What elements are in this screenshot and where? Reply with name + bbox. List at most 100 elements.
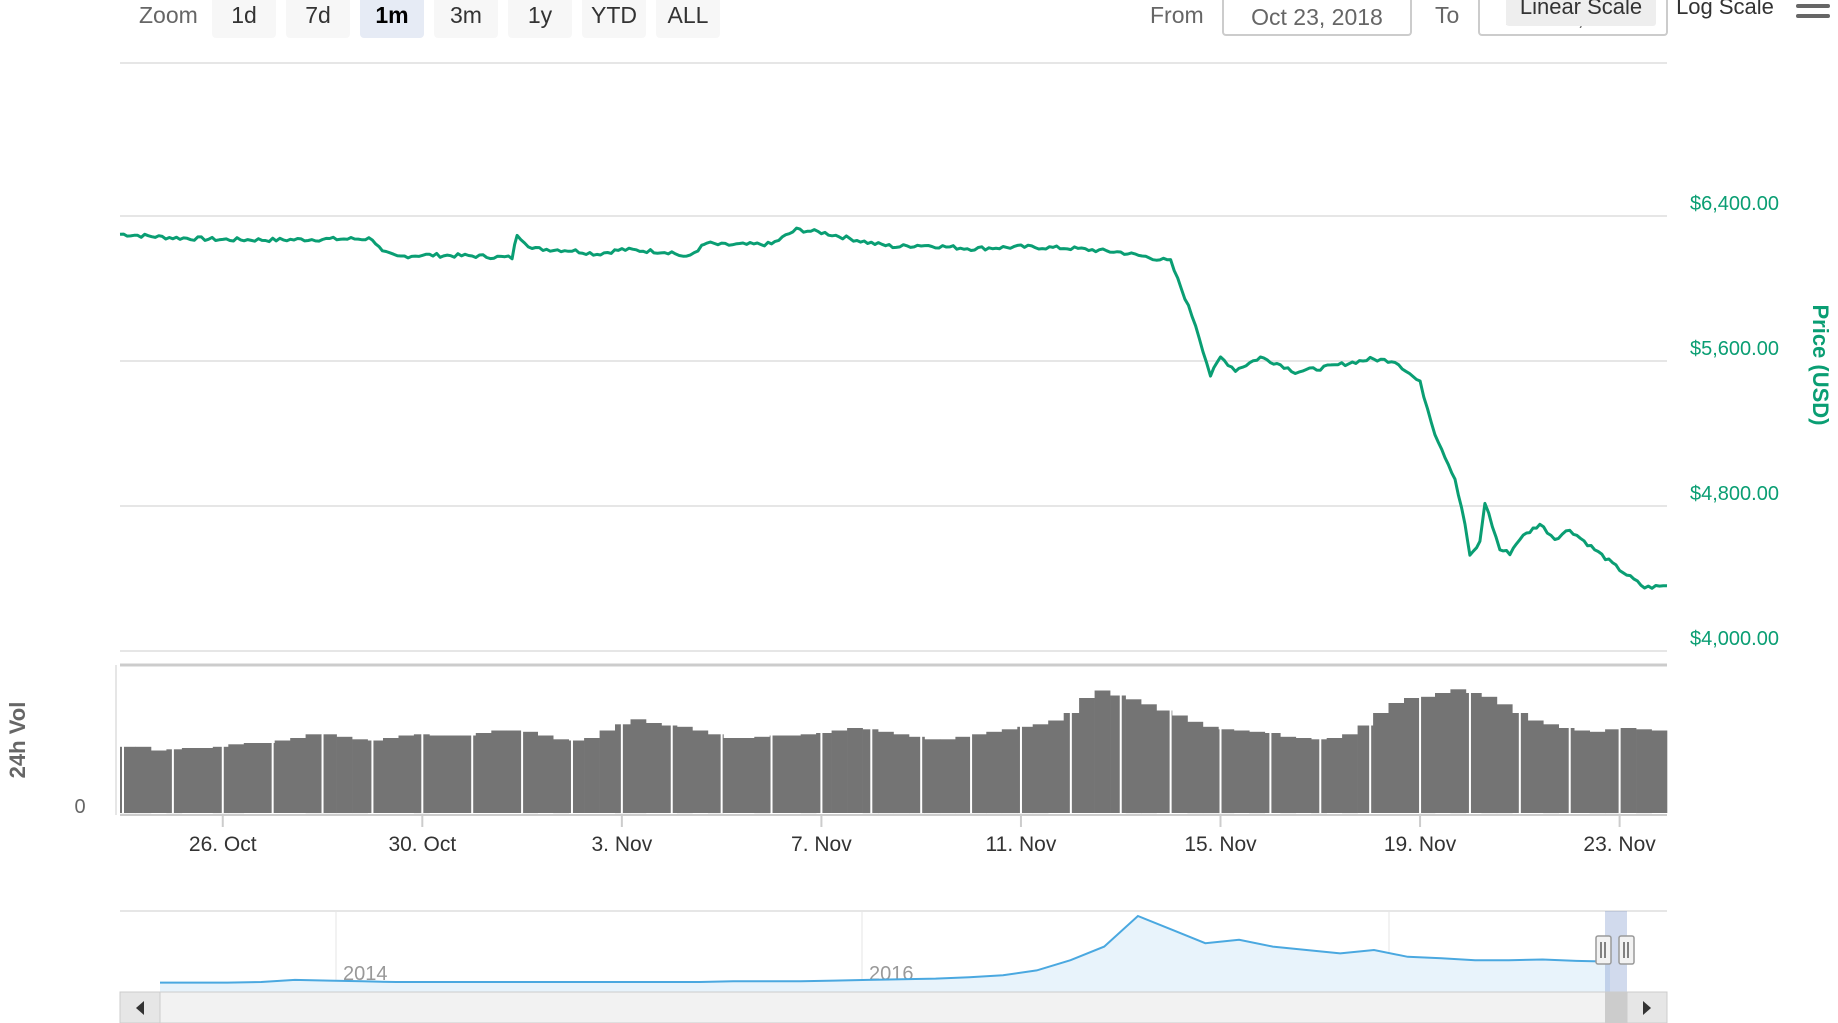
volume-bar: [290, 738, 306, 813]
volume-bar: [181, 748, 198, 813]
zoom-button-7d[interactable]: 7d: [286, 0, 350, 38]
volume-bar: [491, 730, 508, 813]
price-axis-title: Price (USD): [1808, 304, 1833, 425]
price-tick-label: $4,000.00: [1690, 628, 1779, 650]
volume-bar: [383, 738, 399, 813]
arrow-right-icon: [1643, 1001, 1651, 1015]
linear-scale-button[interactable]: Linear Scale: [1506, 0, 1656, 26]
navigator-handle-left[interactable]: [1595, 935, 1612, 965]
volume-bar: [228, 744, 245, 814]
log-scale-button[interactable]: Log Scale: [1676, 0, 1774, 19]
volume-bar: [1404, 698, 1420, 813]
volume-bar: [1280, 736, 1297, 814]
navigator-handle-right[interactable]: [1618, 935, 1635, 965]
price-tick-label: $4,800.00: [1690, 483, 1779, 505]
volume-bar: [630, 719, 647, 814]
volume-bar: [769, 735, 786, 813]
zoom-button-1y[interactable]: 1y: [508, 0, 572, 38]
volume-bar: [150, 750, 167, 813]
volume-bar: [1079, 698, 1095, 813]
volume-bar: [1419, 696, 1436, 814]
navigator-area-fill: [160, 916, 1610, 992]
x-tick-label: 30. Oct: [388, 833, 456, 856]
volume-bar: [1527, 720, 1544, 813]
volume-bar: [475, 733, 492, 813]
volume-bar: [259, 743, 275, 813]
volume-bar: [1017, 726, 1034, 814]
volume-bar: [1202, 726, 1219, 814]
volume-bar: [1326, 738, 1343, 813]
volume-bar: [1264, 733, 1281, 813]
x-tick-label: 7. Nov: [791, 833, 852, 856]
volume-bar: [970, 734, 987, 814]
volume-bar: [924, 739, 941, 814]
volume-bar: [336, 736, 353, 814]
volume-bar: [444, 735, 461, 813]
zoom-label: Zoom: [139, 2, 198, 28]
x-tick-label: 26. Oct: [189, 833, 257, 856]
volume-bar: [816, 733, 832, 813]
x-tick-label: 15. Nov: [1184, 833, 1257, 856]
volume-bar: [197, 748, 214, 813]
volume-bar: [893, 734, 910, 814]
volume-bar: [1558, 728, 1575, 813]
volume-bar: [1435, 693, 1451, 813]
volume-bar: [1249, 731, 1266, 814]
volume-bar: [1620, 728, 1637, 813]
price-tick-label: $6,400.00: [1690, 193, 1779, 215]
volume-bar: [1218, 729, 1235, 814]
volume-bar: [537, 735, 554, 813]
zoom-button-ytd[interactable]: YTD: [582, 0, 646, 38]
volume-bar: [738, 738, 755, 813]
volume-bar: [878, 731, 894, 814]
volume-bar: [460, 735, 477, 813]
scrollbar-track[interactable]: [119, 991, 1668, 1023]
scrollbar-thumb[interactable]: [1605, 992, 1627, 1023]
volume-bar: [1450, 689, 1467, 814]
volume-axis-title: 24h Vol: [5, 702, 30, 779]
volume-bar: [1373, 713, 1389, 813]
volume-bar: [1295, 738, 1312, 813]
volume-bar: [1574, 730, 1590, 813]
volume-bar: [367, 740, 384, 813]
volume-bar: [135, 746, 152, 814]
volume-bar: [723, 738, 740, 813]
x-tick-label: 19. Nov: [1384, 833, 1457, 856]
volume-bar: [831, 730, 848, 813]
volume-bar: [1589, 731, 1606, 814]
volume-bar: [352, 739, 368, 814]
volume-bar: [553, 739, 569, 814]
zoom-button-1d[interactable]: 1d: [212, 0, 276, 38]
from-date-input[interactable]: Oct 23, 2018: [1222, 0, 1412, 36]
volume-bar: [599, 730, 616, 813]
volume-bar: [522, 731, 538, 814]
volume-bar: [754, 736, 771, 814]
volume-bar: [243, 743, 260, 813]
zoom-button-3m[interactable]: 3m: [434, 0, 498, 38]
volume-bar: [429, 735, 446, 813]
hamburger-menu-icon[interactable]: [1796, 0, 1830, 18]
volume-bar: [568, 740, 585, 813]
to-label: To: [1435, 2, 1460, 28]
navigator-selected-range[interactable]: [1605, 911, 1627, 992]
volume-bar: [1636, 729, 1652, 814]
from-label: From: [1150, 2, 1204, 28]
zoom-button-1m[interactable]: 1m: [360, 0, 424, 38]
zoom-button-all[interactable]: ALL: [656, 0, 720, 38]
volume-bar: [1125, 699, 1142, 814]
volume-bar: [1342, 734, 1358, 814]
volume-bar: [1651, 730, 1668, 813]
volume-bar: [1172, 715, 1188, 813]
volume-bar: [1032, 724, 1049, 814]
volume-bar: [676, 726, 693, 814]
volume-bar: [955, 736, 972, 814]
x-tick-label: 11. Nov: [986, 833, 1057, 856]
volume-bar: [321, 734, 337, 814]
volume-bar: [692, 730, 709, 813]
volume-bar: [506, 730, 523, 813]
volume-bar: [615, 724, 631, 814]
price-series-line: [119, 226, 1668, 590]
volume-bar: [986, 731, 1003, 814]
price-tick-label: $5,600.00: [1690, 338, 1779, 360]
